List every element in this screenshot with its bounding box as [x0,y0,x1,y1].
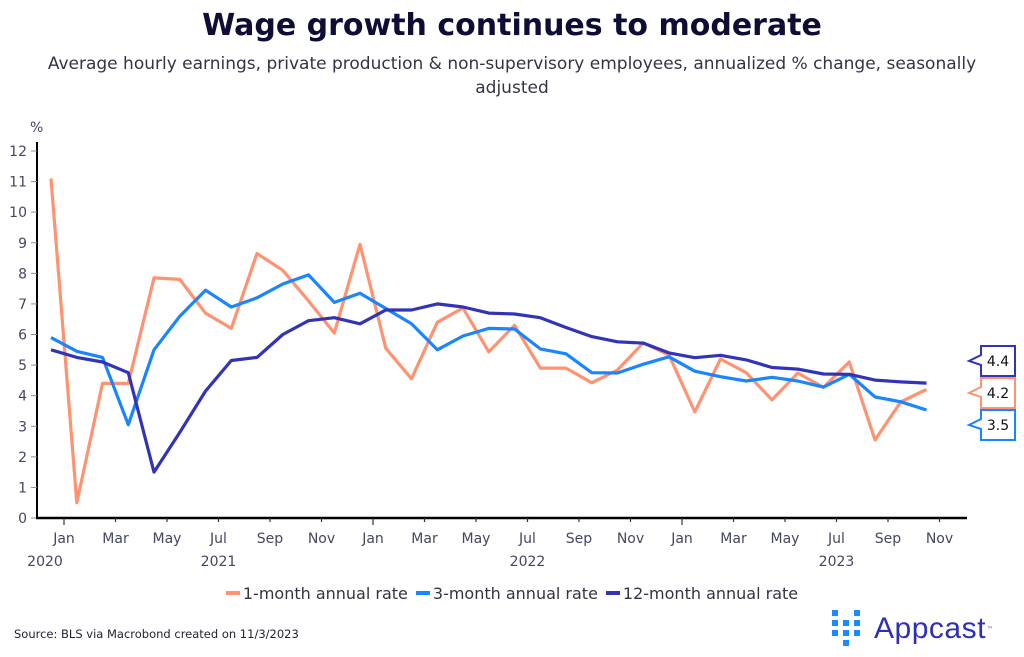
y-tick-label: 7 [18,297,27,313]
x-tick-label: May [153,531,182,547]
x-tick-label: Sep [566,531,593,547]
x-tick-label: Nov [926,531,953,547]
series-layer [49,178,928,505]
logo-square [843,640,849,646]
end-label-box [966,409,1016,441]
x-tick-label: Jul [827,531,845,547]
logo-text: Appcast [874,612,986,645]
logo-square [843,630,849,636]
y-tick-label: 8 [18,266,27,282]
legend-swatch [415,591,430,595]
logo-square [843,620,849,626]
x-tick-label: May [462,531,491,547]
legend-swatch [605,591,620,595]
chart-title: Wage growth continues to moderate [202,8,822,43]
x-tick-label: Jan [670,531,693,547]
x-tick-label: May [771,531,800,547]
x-year-label: 2023 [819,554,855,570]
x-year-label: 2020 [27,554,63,570]
x-tick-label: Nov [308,531,335,547]
legend-item: 12-month annual rate [605,583,799,603]
appcast-logo: Appcast ™ [832,610,993,648]
logo-square [832,630,838,636]
y-axis-unit-label: % [30,120,43,136]
legend-label: 12-month annual rate [622,583,799,603]
logo-square [854,610,860,616]
x-tick-label: Sep [875,531,902,547]
y-tick-label: 6 [18,328,27,344]
x-tick-label: Nov [617,531,644,547]
x-tick-label: Mar [102,531,129,547]
legend-label: 3-month annual rate [432,583,598,603]
x-year-label: 2021 [201,554,237,570]
logo-square [854,620,860,626]
y-tick-label: 1 [18,480,27,496]
x-tick-label: Mar [720,531,747,547]
y-tick-label: 4 [18,389,27,405]
logo-trademark: ™ [986,625,993,633]
x-tick-label: Mar [411,531,438,547]
source-note: Source: BLS via Macrobond created on 11/… [14,627,299,641]
series-line-3 [50,302,927,474]
x-year-label: 2022 [510,554,546,570]
legend-label: 1-month annual rate [242,583,408,603]
end-label-box [966,345,1016,377]
x-axis: Jan 2020 Mar May Jul 2021 Sep Nov Jan Mar May Jul 20… [27,516,967,570]
legend-item: 1-month annual rate [225,583,408,603]
y-tick-label: 5 [18,358,27,374]
chart-subtitle: Average hourly earnings, private product… [47,54,977,98]
end-label-value: 4.2 [987,386,1009,402]
y-tick-label: 3 [18,419,27,435]
series-line-1 [49,178,928,505]
logo-square [854,630,860,636]
end-label-value: 3.5 [987,418,1009,434]
y-tick-label: 9 [18,236,27,252]
logo-square [832,610,838,616]
x-tick-label: Jul [518,531,536,547]
y-tick-label: 0 [18,511,27,527]
end-labels: 4.4 4.2 3.5 [966,345,1016,441]
x-tick-label: Jan [52,531,75,547]
y-tick-label: 12 [9,144,27,160]
x-tick-label: Jan [361,531,384,547]
logo-square [832,620,838,626]
logo-grid-icon [832,610,868,648]
end-label-box [966,377,1016,409]
x-tick-label: Jul [209,531,227,547]
y-tick-label: 10 [9,205,27,221]
legend: 1-month annual rate 3-month annual rate 12… [0,580,1024,603]
legend-swatch [225,591,240,595]
x-tick-label: Sep [257,531,284,547]
legend-item: 3-month annual rate [415,583,598,603]
y-tick-label: 2 [18,450,27,466]
series-line-2 [50,273,927,427]
y-tick-label: 11 [9,175,27,191]
end-label-value: 4.4 [987,354,1009,370]
